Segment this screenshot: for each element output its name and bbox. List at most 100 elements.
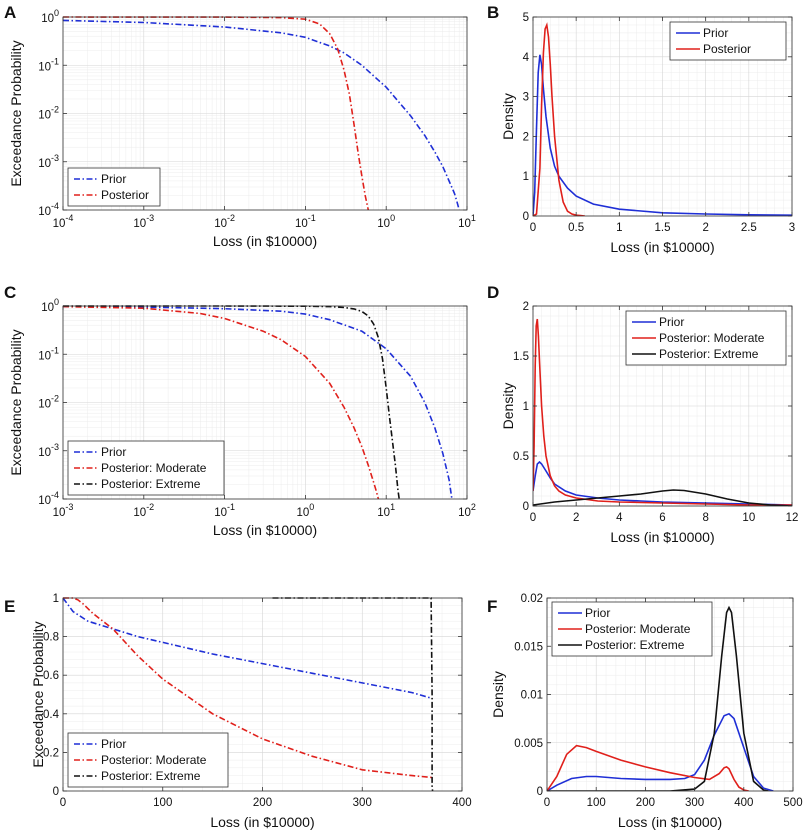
x-tick-label: 3 [789, 222, 795, 234]
y-tick-label: 3 [523, 92, 529, 104]
x-tick-label: 0 [60, 797, 66, 809]
series-line-posterior-extreme [63, 305, 400, 499]
series-line-prior [533, 460, 792, 506]
y-axis-label: Density [500, 383, 516, 430]
x-tick-label: 6 [659, 512, 665, 524]
panel-letter: F [487, 597, 497, 616]
panel-a: 10-4 10-3 10-2 10-1 100 101 10-4 10-3 10-2 10-1 10… [4, 3, 476, 249]
y-axis-label: Exceedance Probability [30, 621, 46, 767]
y-tick-label: 10-4 [38, 490, 59, 507]
legend-label: Posterior: Moderate [585, 622, 691, 636]
x-tick-label: 300 [685, 797, 704, 809]
x-tick-label: 102 [458, 502, 476, 519]
legend-label: Posterior: Moderate [659, 331, 765, 345]
y-tick-label: 0 [537, 786, 543, 798]
grid [62, 16, 468, 211]
y-tick-label: 10-2 [38, 394, 59, 411]
panel-letter: B [487, 3, 499, 22]
legend-box [67, 732, 229, 788]
x-axis-label: Loss (in $10000) [213, 522, 317, 538]
x-tick-label: 100 [296, 502, 314, 519]
x-axis-label: Loss (in $10000) [610, 529, 714, 545]
series-line-posterior [63, 16, 370, 210]
series-line-posterior-moderate [533, 318, 792, 506]
legend-label: Prior [101, 172, 126, 186]
y-tick-label: 10-3 [38, 153, 59, 170]
x-tick-label: 12 [786, 512, 799, 524]
legend-label: Posterior: Extreme [585, 638, 685, 652]
x-tick-label: 100 [153, 797, 172, 809]
y-tick-label: 0.5 [513, 451, 529, 463]
legend: Prior Posterior: Moderate Posterior: Extre… [625, 310, 787, 366]
y-axis-label: Exceedance Probability [8, 40, 24, 186]
panel-c: 10-3 10-2 10-1 100 101 10210-410-310-210-1100… [4, 283, 476, 538]
x-tick-label: 0 [544, 797, 550, 809]
legend-label: Posterior: Extreme [101, 769, 201, 783]
y-tick-label: 10-1 [38, 56, 59, 73]
y-tick-label: 0 [53, 786, 59, 798]
legend-box [67, 440, 225, 496]
panel-letter: A [4, 3, 16, 22]
legend-label: Prior [585, 606, 610, 620]
x-tick-label: 10-1 [214, 502, 235, 519]
legend: Prior Posterior [669, 21, 787, 61]
y-tick-label: 10-2 [38, 105, 59, 122]
legend-label: Prior [101, 737, 126, 751]
y-tick-label: 1 [523, 401, 529, 413]
x-tick-label: 10-3 [53, 502, 74, 519]
y-tick-label: 100 [41, 297, 59, 314]
series-line-posterior-extreme [547, 605, 769, 791]
x-tick-label: 0.5 [568, 222, 584, 234]
legend-label: Prior [659, 315, 684, 329]
x-tick-label: 10-1 [295, 213, 316, 230]
x-tick-label: 400 [452, 797, 471, 809]
legend-label: Posterior: Extreme [659, 347, 759, 361]
x-tick-label: 101 [377, 502, 395, 519]
series-line-posterior-moderate [547, 744, 749, 791]
y-axis-label: Exceedance Probability [8, 329, 24, 475]
legend: Prior Posterior: Moderate Posterior: Extre… [67, 732, 229, 788]
x-tick-label: 10-2 [133, 502, 154, 519]
legend-label: Prior [703, 26, 728, 40]
x-tick-label: 4 [616, 512, 623, 524]
y-tick-label: 10-3 [38, 442, 59, 459]
legend-label: Posterior [101, 188, 149, 202]
x-axis-label: Loss (in $10000) [618, 814, 722, 830]
y-tick-label: 1 [523, 171, 529, 183]
x-tick-label: 0 [530, 222, 536, 234]
x-tick-label: 2.5 [741, 222, 757, 234]
legend-label: Posterior: Moderate [101, 753, 207, 767]
y-tick-label: 0.4 [43, 709, 60, 721]
panel-d: 0 2 4 6 8 10 12 0 0.5 1 1.5 2 Loss (in $10000) Densit… [487, 283, 798, 545]
y-tick-label: 0.8 [43, 632, 59, 644]
panel-b: 0 0.5 1 1.5 2 2.5 3 0 1 2 3 4 5 Loss (in $10000) Densi… [487, 3, 795, 255]
y-tick-label: 4 [523, 52, 530, 64]
x-tick-label: 200 [636, 797, 655, 809]
legend: Prior Posterior: Moderate Posterior: Extre… [67, 440, 225, 496]
series-line-posterior [533, 22, 585, 216]
y-tick-label: 10-1 [38, 345, 59, 362]
y-tick-label: 0 [523, 501, 529, 513]
x-tick-label: 1.5 [655, 222, 671, 234]
y-axis-label: Density [490, 671, 506, 718]
x-tick-label: 10-2 [214, 213, 235, 230]
x-tick-label: 200 [253, 797, 272, 809]
legend-box [67, 167, 161, 207]
y-tick-label: 2 [523, 131, 529, 143]
legend-label: Prior [101, 445, 126, 459]
y-tick-label: 1.5 [513, 351, 529, 363]
x-tick-label: 500 [783, 797, 802, 809]
series-line-posterior-moderate [63, 597, 433, 779]
x-tick-label: 10 [742, 512, 755, 524]
panel-f: 0 100 200 300 400 500 0 0.005 0.01 0.015 0.02 Loss … [487, 593, 803, 830]
x-tick-label: 1 [616, 222, 622, 234]
series-line-prior [63, 19, 460, 210]
x-axis-label: Loss (in $10000) [210, 814, 314, 830]
x-tick-label: 101 [458, 213, 476, 230]
y-tick-label: 0.6 [43, 670, 59, 682]
y-tick-label: 0 [523, 211, 529, 223]
y-tick-label: 0.015 [514, 641, 543, 653]
y-tick-label: 5 [523, 12, 529, 24]
legend-label: Posterior: Extreme [101, 477, 201, 491]
